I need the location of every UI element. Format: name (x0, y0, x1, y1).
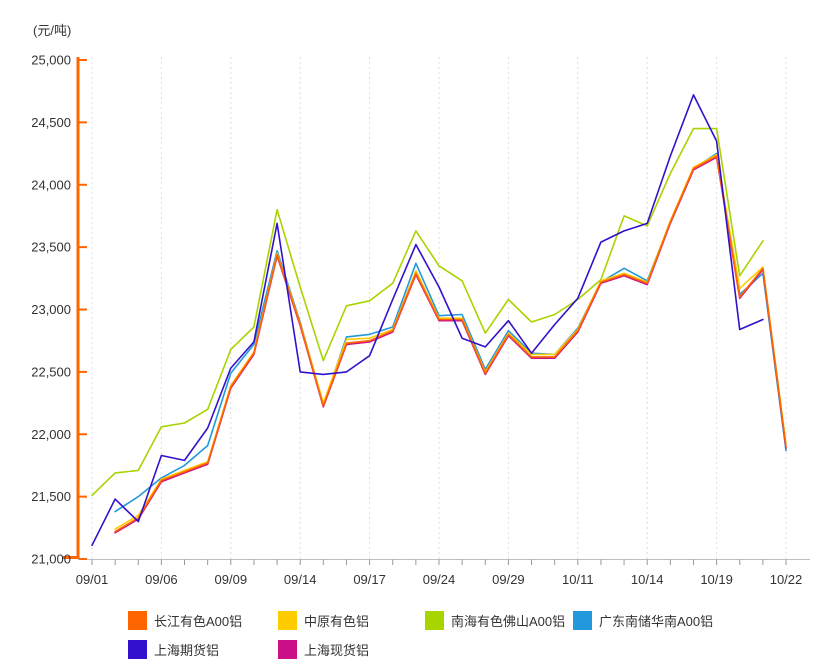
series-line-上海现货铝 (114, 156, 787, 534)
price-line-chart: 09/01 09/06 09/09 09/14 09/17 09/24 09/29 10/11… (31, 53, 810, 587)
x-tick-label: 10/22 (770, 572, 803, 587)
legend-item-广东南储华南A00铝[interactable]: 广东南储华南A00铝 (573, 611, 713, 630)
x-tick-label: 09/14 (284, 572, 317, 587)
legend-item-上海现货铝[interactable]: 上海现货铝 (278, 640, 369, 659)
y-tick-label: 21,500 (31, 489, 71, 504)
y-tick-label: 24,000 (31, 177, 71, 192)
y-tick-label: 25,000 (31, 53, 71, 68)
y-tick-label: 24,500 (31, 115, 71, 130)
legend-label: 南海有色佛山A00铝 (451, 614, 566, 629)
legend-item-南海有色佛山A00铝[interactable]: 南海有色佛山A00铝 (425, 611, 565, 630)
y-tick-label: 22,500 (31, 364, 71, 379)
legend-label: 广东南储华南A00铝 (599, 614, 714, 629)
gridlines (91, 57, 787, 559)
y-tick-label: 23,500 (31, 240, 71, 255)
legend-label: 中原有色铝 (304, 614, 370, 629)
x-tick-label: 10/19 (700, 572, 733, 587)
series-line-广东南储华南A00铝 (114, 152, 787, 513)
y-tick-label: 23,000 (31, 302, 71, 317)
legend-color-swatch (425, 611, 444, 630)
legend-item-长江有色A00铝[interactable]: 长江有色A00铝 (128, 611, 242, 630)
x-axis: 09/01 09/06 09/09 09/14 09/17 09/24 09/29 10/11… (76, 559, 810, 587)
x-tick-label: 10/14 (631, 572, 664, 587)
x-tick-label: 09/06 (145, 572, 178, 587)
x-tick-label: 09/01 (76, 572, 109, 587)
series-line-上海期货铝 (91, 94, 764, 547)
y-tick-label: 21,000 (31, 552, 71, 567)
legend-color-swatch (573, 611, 592, 630)
y-axis-unit-label: (元/吨) (33, 23, 72, 38)
series-line-长江有色A00铝 (114, 155, 787, 533)
x-tick-label: 09/24 (423, 572, 456, 587)
legend-color-swatch (128, 611, 147, 630)
series-line-南海有色佛山A00铝 (91, 127, 764, 497)
x-tick-label: 09/09 (215, 572, 248, 587)
y-tick-label: 22,000 (31, 427, 71, 442)
legend-label: 上海现货铝 (304, 643, 370, 658)
x-tick-label: 09/17 (353, 572, 386, 587)
legend-label: 上海期货铝 (154, 643, 220, 658)
legend-item-中原有色铝[interactable]: 中原有色铝 (278, 611, 369, 630)
series-line-中原有色铝 (114, 154, 787, 530)
legend-item-上海期货铝[interactable]: 上海期货铝 (128, 640, 219, 659)
legend-color-swatch (128, 640, 147, 659)
y-axis: 21,000 21,500 22,000 22,500 23,000 23,500 24,0… (31, 53, 87, 567)
legend-label: 长江有色A00铝 (154, 614, 243, 629)
x-tick-label: 10/11 (562, 572, 594, 587)
legend-color-swatch (278, 640, 297, 659)
x-tick-label: 09/29 (492, 572, 525, 587)
legend-color-swatch (278, 611, 297, 630)
